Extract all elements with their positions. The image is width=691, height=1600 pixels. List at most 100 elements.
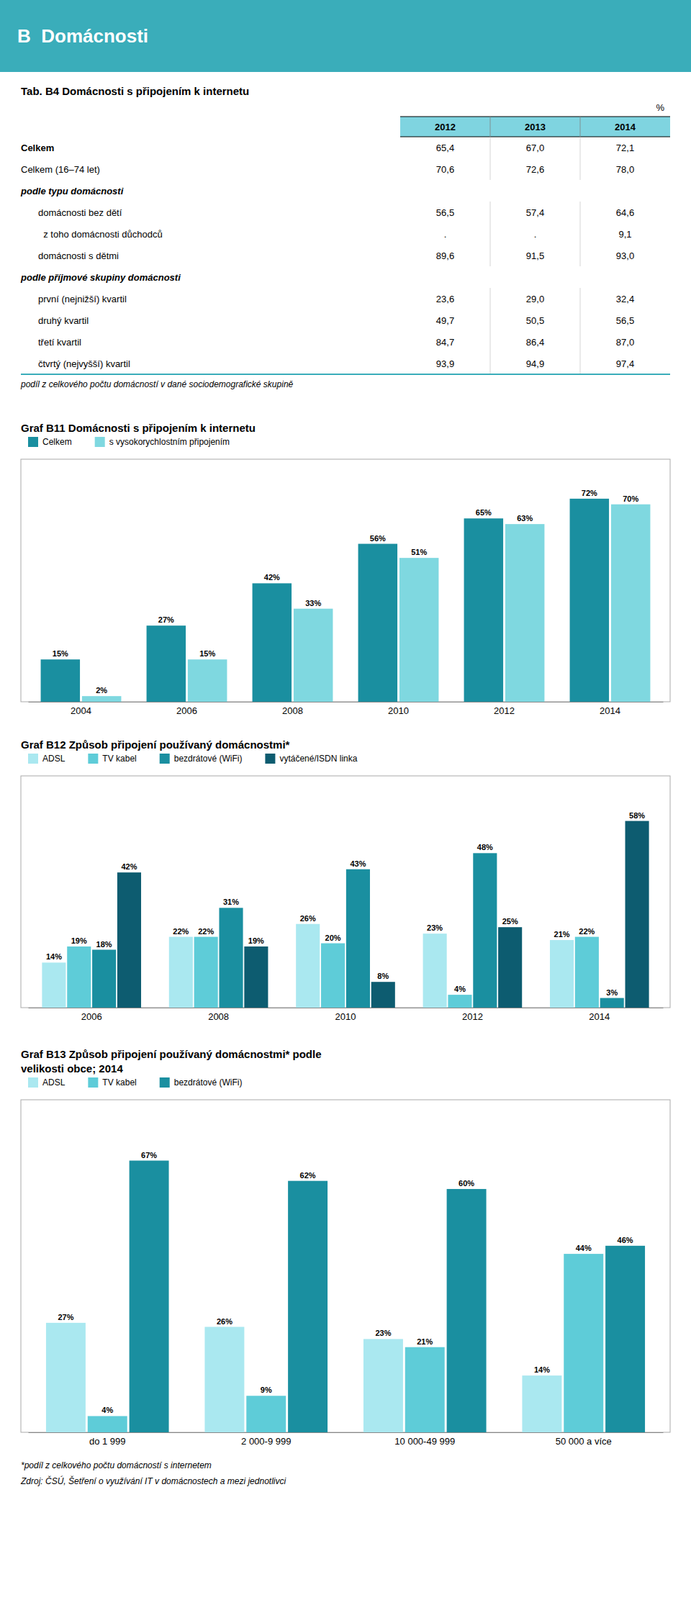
table-column-header: 2013: [524, 121, 546, 133]
data-label: 27%: [158, 615, 175, 625]
bar: [82, 696, 121, 702]
x-tick: 2004: [70, 701, 92, 717]
bar: [625, 821, 650, 1008]
table-title: Tab. B4 Domácnosti s připojením k intern…: [20, 84, 250, 98]
table-cell: 93,0: [616, 250, 635, 262]
bar: [169, 937, 193, 1008]
x-tick: 2 000-9 999: [241, 1432, 291, 1447]
table-cell: 65,4: [436, 142, 455, 154]
x-tick-label: 2012: [493, 705, 515, 717]
bar: [521, 1375, 562, 1433]
legend-label: Celkem: [42, 436, 72, 447]
data-label: 15%: [52, 649, 69, 658]
bars: [41, 821, 649, 1008]
data-label: 27%: [57, 1312, 74, 1322]
x-tick: 2014: [599, 701, 621, 717]
bar: [346, 869, 370, 1008]
table-divider: [580, 158, 581, 180]
data-label: 48%: [477, 842, 494, 852]
bar-chart: Graf B11 Domácnosti s připojením k inter…: [20, 421, 671, 717]
table-divider: [490, 158, 491, 180]
table-divider: [490, 223, 491, 245]
data-label: 4%: [101, 1405, 114, 1415]
table-footnote: podíl z celkového počtu domácností v dan…: [20, 379, 294, 390]
plot-frame: [20, 775, 671, 1008]
table-header-divider: [490, 116, 491, 137]
data-label: 26%: [300, 914, 316, 923]
x-tick: 2010: [335, 1007, 357, 1023]
data-label: 9%: [260, 1385, 273, 1395]
bar: [117, 872, 142, 1008]
table-cell: 93,9: [436, 358, 455, 370]
legend-swatch: [87, 753, 98, 764]
x-axis: do 1 9992 000-9 99910 000-49 99950 000 a…: [28, 1432, 664, 1447]
data-label: 20%: [325, 933, 342, 943]
data-label: 65%: [475, 508, 492, 517]
table-cell: 89,6: [436, 250, 455, 262]
legend-label: vytáčené/ISDN linka: [279, 753, 358, 764]
x-tick: 2008: [282, 701, 304, 717]
table-group-label: podle příjmové skupiny domácnosti: [20, 272, 181, 283]
legend-label: TV kabel: [102, 753, 137, 764]
legend-label: ADSL: [42, 753, 66, 764]
bar: [187, 659, 227, 702]
bar: [321, 943, 345, 1008]
chart-title-line: Graf B11 Domácnosti s připojením k inter…: [20, 421, 256, 435]
table-cell: .: [534, 228, 537, 240]
bar: [92, 950, 116, 1009]
table-row-label: domácnosti bez dětí: [38, 207, 123, 219]
legend-item: bezdrátové (WiFi): [159, 1077, 243, 1088]
bar: [570, 498, 609, 702]
bar: [295, 924, 320, 1008]
bar: [472, 852, 497, 1008]
x-tick: 2008: [208, 1007, 229, 1023]
legend-item: TV kabel: [87, 1077, 137, 1088]
table-header-bg: [400, 116, 671, 137]
bar: [358, 544, 398, 702]
chart-title: Graf B12 Způsob připojení používaný domá…: [20, 738, 291, 751]
footnote: Zdroj: ČSÚ, Šetření o využívání IT v dom…: [20, 1475, 286, 1487]
data-label: 51%: [411, 547, 427, 557]
bars: [41, 498, 651, 702]
table-row-label: domácnosti s dětmi: [38, 250, 119, 262]
legend-swatch: [95, 436, 106, 447]
bar: [399, 557, 439, 702]
data-labels: 27%26%23%14%4%9%21%44%67%62%60%46%: [57, 1150, 633, 1416]
table-divider: [580, 331, 581, 353]
table-column-header: 2014: [614, 121, 637, 133]
bar: [41, 659, 80, 702]
table-divider: [580, 287, 581, 310]
data-label: 8%: [377, 971, 389, 981]
table-cell: 9,1: [618, 228, 632, 240]
table-row-label: třetí kvartil: [38, 336, 82, 348]
bar: [423, 933, 447, 1008]
bar: [575, 937, 599, 1008]
data-label: 23%: [375, 1328, 391, 1338]
x-tick: 50 000 a více: [555, 1432, 612, 1447]
data-label: 23%: [426, 923, 443, 933]
table-cell: 84,7: [436, 336, 455, 348]
data-label: 72%: [581, 488, 598, 498]
table-divider: [490, 352, 491, 375]
table-cell: 57,4: [526, 207, 545, 219]
data-label: 19%: [248, 936, 265, 946]
x-tick: 2010: [387, 701, 409, 717]
x-tick: do 1 999: [89, 1432, 126, 1447]
bar: [244, 946, 268, 1008]
x-tick-label: 2 000-9 999: [241, 1435, 291, 1447]
bar: [371, 981, 396, 1008]
bars: [46, 1161, 645, 1433]
data-label: 18%: [96, 940, 113, 949]
legend-label: bezdrátové (WiFi): [174, 753, 243, 764]
page: B DomácnostiTab. B4 Domácnosti s připoje…: [0, 0, 691, 1600]
bar: [129, 1161, 170, 1433]
data-label: 14%: [534, 1365, 550, 1375]
table-cell: .: [444, 228, 447, 240]
footnote: *podíl z celkového počtu domácností s in…: [20, 1460, 212, 1471]
data-label: 46%: [617, 1235, 634, 1245]
data-labels: 15%27%42%56%65%72%2%15%33%51%63%70%: [52, 488, 640, 695]
data-label: 22%: [578, 927, 595, 936]
data-label: 22%: [172, 927, 189, 936]
data-label: 22%: [197, 927, 214, 936]
data-label: 25%: [502, 917, 519, 926]
